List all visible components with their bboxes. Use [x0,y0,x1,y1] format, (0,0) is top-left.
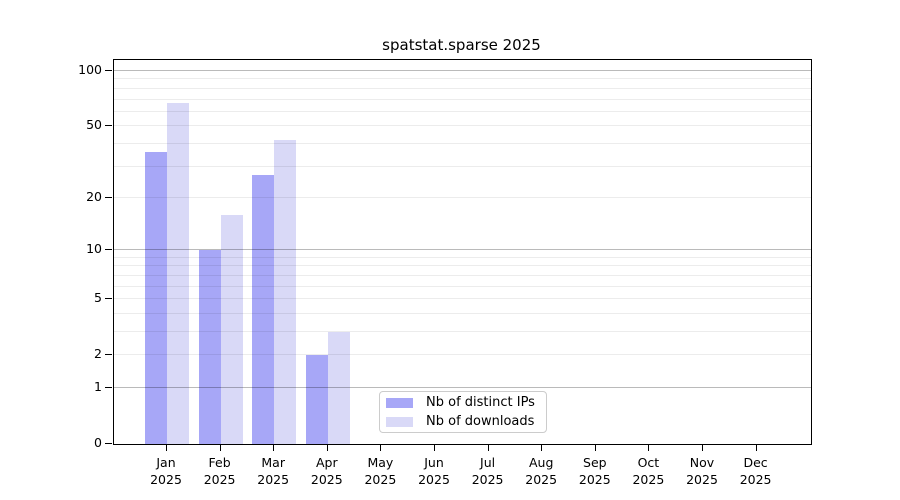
bar-mar-downloads [274,140,297,444]
x-tick-jan [166,444,167,451]
x-tick-may [380,444,382,451]
bars-layer [114,60,811,444]
x-tick-jun [434,444,435,451]
x-tick-label-mar: Mar 2025 [241,454,305,488]
x-tick-nov [702,444,703,451]
bar-apr-downloads [327,332,350,444]
month-name: Jul [480,455,496,470]
y-tick-label-100: 100 [78,62,102,77]
legend-item-distinct-ips: Nb of distinct IPs [386,395,540,410]
y-tick-label-0: 0 [94,435,102,450]
y-tick-1 [105,387,112,388]
x-tick-label-jul: Jul 2025 [456,454,520,488]
month-year: 2025 [257,472,290,487]
x-tick-label-feb: Feb 2025 [188,454,252,488]
month-year: 2025 [203,472,236,487]
y-tick-20 [105,196,112,198]
x-tick-label-jun: Jun 2025 [402,454,466,488]
x-tick-label-nov: Nov 2025 [670,454,734,488]
x-tick-label-oct: Oct 2025 [616,454,680,488]
y-tick-label-5: 5 [94,290,102,306]
month-name: Apr [315,455,338,470]
plot-area [113,59,812,445]
y-tick-10 [105,249,112,251]
legend-label: Nb of distinct IPs [426,395,535,410]
y-tick-label-1: 1 [94,379,102,394]
x-tick-label-dec: Dec 2025 [724,454,788,488]
y-tick-5 [105,298,112,300]
x-tick-label-sep: Sep 2025 [563,454,627,488]
x-tick-sep [594,444,596,451]
month-year: 2025 [525,472,558,487]
y-tick-label-10: 10 [86,241,102,257]
legend-item-downloads: Nb of downloads [386,414,540,429]
y-tick-0 [105,443,112,444]
x-tick-label-apr: Apr 2025 [295,454,359,488]
month-name: Jan [156,455,176,470]
legend: Nb of distinct IPs Nb of downloads [379,391,547,433]
month-name: Sep [583,455,607,470]
x-tick-aug [541,444,543,451]
month-year: 2025 [418,472,450,487]
chart-title: spatstat.sparse 2025 [382,36,541,54]
x-tick-jul [487,444,489,451]
bar-jan-ips [145,152,167,444]
bar-feb-ips [198,250,221,444]
legend-swatch [386,397,413,408]
x-tick-apr [326,444,328,451]
bar-jan-downloads [167,103,189,444]
bar-feb-downloads [220,215,243,444]
y-tick-label-20: 20 [86,188,102,204]
month-year: 2025 [471,472,504,487]
y-tick-label-50: 50 [86,117,102,133]
month-name: May [367,455,394,470]
legend-label: Nb of downloads [426,414,535,429]
month-name: Mar [261,455,285,470]
month-year: 2025 [310,472,343,487]
x-tick-label-jan: Jan 2025 [134,454,198,488]
legend-swatch [386,416,413,427]
y-tick-2 [105,354,112,356]
x-tick-dec [755,444,757,451]
month-year: 2025 [364,472,397,487]
month-year: 2025 [632,472,665,487]
month-name: Jun [424,455,444,470]
month-name: Nov [689,455,715,470]
month-name: Feb [208,455,231,470]
x-tick-feb [219,444,221,451]
bar-mar-ips [252,174,275,444]
x-tick-oct [648,444,650,451]
month-name: Dec [743,455,768,470]
y-tick-100 [105,70,112,71]
bar-apr-ips [305,355,328,444]
x-tick-label-aug: Aug 2025 [509,454,573,488]
month-year: 2025 [686,472,718,487]
month-year: 2025 [739,472,772,487]
y-tick-50 [105,125,112,127]
y-tick-label-2: 2 [94,346,102,362]
month-name: Oct [637,455,660,470]
month-year: 2025 [578,472,611,487]
month-name: Aug [528,455,554,470]
x-tick-mar [273,444,275,451]
x-tick-label-may: May 2025 [348,454,412,488]
month-year: 2025 [150,472,182,487]
